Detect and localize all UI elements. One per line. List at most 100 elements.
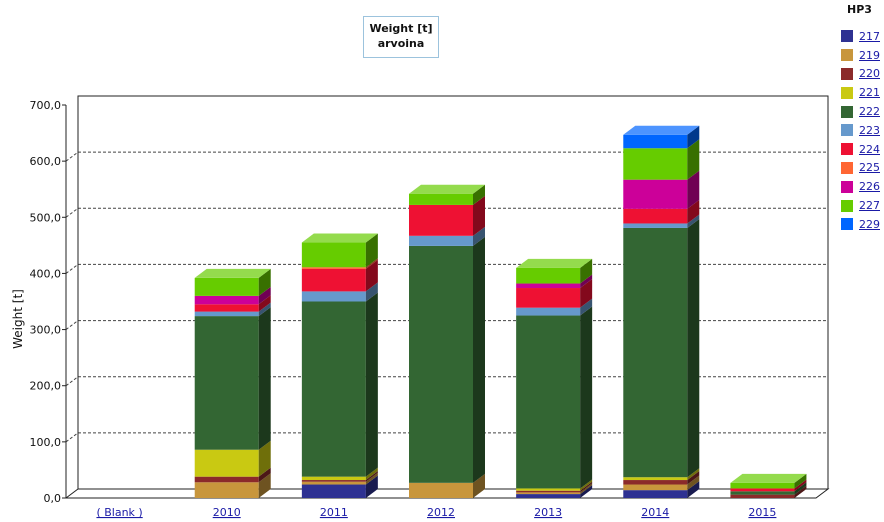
bar-segment — [301, 481, 366, 485]
x-tick-label[interactable]: 2010 — [213, 506, 241, 519]
legend-item[interactable]: 229 — [841, 215, 880, 234]
bar-segment-side — [365, 259, 378, 292]
bar-segment — [623, 148, 688, 180]
x-tick-label[interactable]: ( Blank ) — [96, 506, 142, 519]
bar-segment — [301, 476, 366, 481]
legend-title: HP3 — [847, 3, 872, 16]
legend-item[interactable]: 222 — [841, 102, 880, 121]
legend-item[interactable]: 226 — [841, 177, 880, 196]
bar-top — [409, 184, 485, 194]
bar-segment-side — [687, 468, 700, 481]
legend-link[interactable]: 219 — [859, 48, 880, 62]
legend-link[interactable]: 222 — [859, 105, 880, 119]
x-tick-labels[interactable]: ( Blank ) 2010 2011 2012 2013 2014 2015 — [96, 506, 776, 519]
bar-segment-side — [687, 125, 700, 149]
bar-segment-side — [473, 226, 485, 246]
legend-link[interactable]: 223 — [859, 123, 880, 137]
bar-segment — [623, 477, 688, 481]
bar-segment — [301, 480, 366, 482]
bar-stack — [409, 184, 485, 498]
legend-item[interactable]: 221 — [841, 83, 880, 102]
bar-stack — [623, 125, 700, 498]
legend-link[interactable]: 229 — [859, 217, 880, 231]
gridline-diag — [65, 151, 79, 162]
bar-top — [516, 258, 593, 268]
chart-title-box: Weight [t] arvoina — [363, 16, 439, 58]
x-tick-label[interactable]: 2011 — [320, 506, 348, 519]
legend-item[interactable]: 224 — [841, 140, 880, 159]
bar-segment-side — [794, 485, 807, 498]
plot-back-wall — [77, 95, 829, 489]
bars — [194, 125, 807, 498]
chart-subtitle: arvoina — [377, 37, 425, 50]
x-tick-label[interactable]: 2012 — [427, 506, 455, 519]
legend-swatch — [841, 105, 853, 118]
legend-item[interactable]: 227 — [841, 196, 880, 215]
bar-segment — [194, 476, 259, 483]
bar-segment — [730, 482, 795, 489]
bar-segment-side — [580, 298, 593, 316]
bar-segment — [409, 482, 473, 498]
x-tick-label[interactable]: 2015 — [748, 506, 776, 519]
legend-item[interactable]: 217 — [841, 27, 880, 46]
bar-segment-side — [794, 473, 807, 489]
bar-segment — [409, 193, 473, 205]
bar-segment-side — [365, 233, 378, 268]
y-tick-label: 500,0 — [30, 211, 62, 224]
x-tick-label[interactable]: 2014 — [641, 506, 669, 519]
legend-item[interactable]: 220 — [841, 65, 880, 84]
bar-segment — [623, 179, 688, 209]
bar-segment — [194, 277, 259, 296]
bar-segment-side — [258, 307, 271, 450]
bar-segment — [516, 315, 581, 489]
bar-stack — [730, 473, 807, 498]
bar-segment-side — [365, 467, 378, 481]
legend-link[interactable]: 221 — [859, 86, 880, 100]
bar-segment-side — [365, 472, 378, 485]
bar-segment-side — [687, 170, 700, 209]
bar-segment-side — [687, 475, 700, 491]
bar-segment-side — [365, 258, 378, 269]
y-tick-label: 200,0 — [30, 380, 62, 393]
y-tick-label: 400,0 — [30, 267, 62, 280]
legend-link[interactable]: 227 — [859, 199, 880, 213]
bar-segment — [194, 304, 259, 312]
bar-segment — [516, 490, 581, 493]
bar-segment — [194, 295, 259, 305]
gridline-diag — [65, 264, 79, 274]
legend-item[interactable]: 223 — [841, 121, 880, 140]
legend-item[interactable]: 219 — [841, 46, 880, 65]
bar-segment-side — [473, 184, 485, 205]
bar-segment-side — [687, 481, 700, 498]
bar-segment — [623, 484, 688, 491]
chart-title: Weight [t] — [369, 22, 433, 35]
bar-segment-side — [258, 473, 271, 498]
gridline-diag — [65, 320, 79, 330]
bar-segment — [194, 482, 259, 498]
legend-swatch — [841, 86, 853, 99]
legend-swatch — [841, 180, 853, 193]
legend-link[interactable]: 220 — [859, 67, 880, 81]
bar-segment — [409, 245, 473, 483]
bar-segment — [409, 235, 473, 246]
y-axis-title: Weight [t] — [11, 289, 25, 349]
bar-segment — [623, 223, 688, 228]
x-tick-label[interactable]: 2013 — [534, 506, 562, 519]
bar-segment-side — [258, 467, 271, 483]
bar-segment-side — [258, 268, 271, 296]
y-tick-label: 300,0 — [30, 324, 62, 337]
legend-link[interactable]: 217 — [859, 29, 880, 43]
legend-item[interactable]: 225 — [841, 159, 880, 178]
y-tick-label: 600,0 — [30, 155, 62, 168]
legend-swatch — [841, 30, 853, 43]
legend-link[interactable]: 224 — [859, 142, 880, 156]
y-tick-label: 100,0 — [30, 436, 62, 449]
bar-segment — [301, 301, 366, 477]
bar-segment — [623, 490, 688, 498]
legend-link[interactable]: 225 — [859, 161, 880, 175]
legend-swatch — [841, 199, 853, 212]
legend-swatch — [841, 124, 853, 137]
bar-stack — [516, 258, 593, 498]
legend-link[interactable]: 226 — [859, 180, 880, 194]
